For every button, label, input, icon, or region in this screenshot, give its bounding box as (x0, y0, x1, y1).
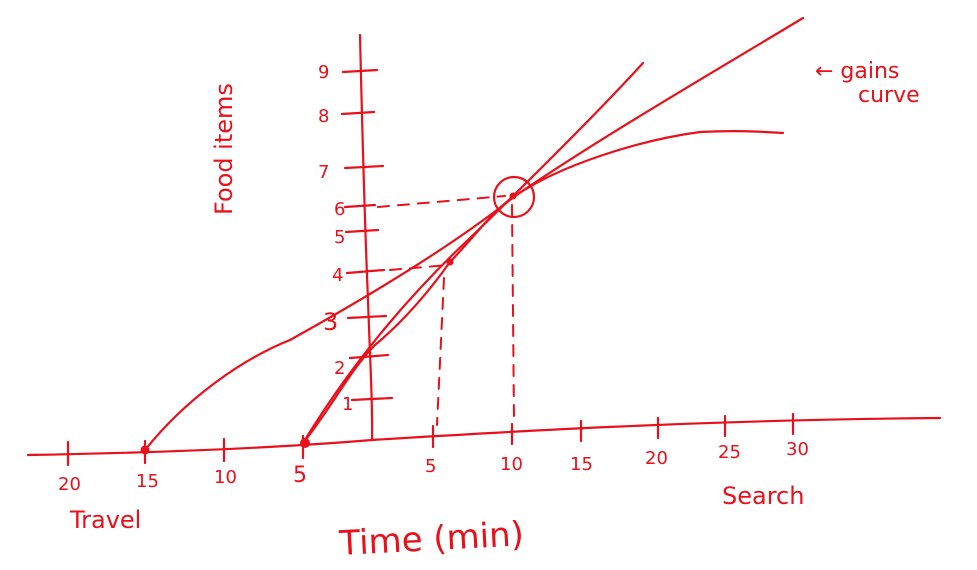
travel-tick-labels: 20 15 10 5 (58, 463, 307, 495)
y-tick-8 (340, 110, 376, 116)
y-tick-label-4: 4 (332, 265, 343, 286)
time-axis (26, 416, 942, 457)
y-tick-label-5: 5 (334, 227, 345, 248)
travel-label-5: 5 (293, 463, 307, 488)
travel-label-10: 10 (214, 467, 237, 488)
tangent-line-short-travel (301, 61, 645, 445)
y-tick-4 (345, 268, 386, 275)
y-tick-1 (350, 396, 394, 402)
y-tick-5 (344, 228, 380, 234)
y-tick-7 (343, 164, 385, 170)
travel-label: Travel (69, 506, 141, 534)
search-label-5: 5 (425, 456, 436, 477)
food-items-label: Food items (210, 83, 238, 215)
guide-lines (377, 195, 515, 426)
guide-horizontal-4 (389, 264, 449, 271)
y-tick-label-6: 6 (334, 199, 345, 220)
search-label-15: 15 (570, 454, 593, 475)
travel-point-15 (140, 445, 150, 455)
y-tick-label-8: 8 (318, 106, 329, 127)
search-label-10: 10 (500, 454, 523, 475)
y-tick-label-3: 3 (323, 308, 338, 336)
search-label: Search (722, 482, 804, 510)
search-label-25: 25 (718, 442, 741, 463)
y-tick-2 (348, 353, 390, 360)
y-tick-label-9: 9 (318, 62, 329, 83)
search-label-20: 20 (645, 448, 668, 469)
y-tick-label-2: 2 (334, 358, 345, 379)
food-axis (358, 33, 374, 442)
travel-point-5 (300, 438, 310, 448)
tangent-point-4 (446, 258, 454, 266)
search-label-30: 30 (786, 439, 809, 460)
tangent-point-6 (509, 192, 517, 200)
optimal-point-circle (492, 175, 536, 219)
search-ticks (431, 412, 795, 449)
y-tick-label-7: 7 (318, 162, 329, 183)
travel-label-20: 20 (58, 474, 81, 495)
time-axis-title: Time (min) (337, 514, 525, 564)
guide-horizontal-6 (377, 195, 506, 208)
y-axis-tick-labels: 1 2 3 4 5 6 7 8 9 (318, 62, 353, 415)
travel-label-15: 15 (136, 471, 159, 492)
guide-vertical-5 (436, 277, 445, 426)
y-tick-9 (341, 68, 379, 74)
y-tick-3 (346, 314, 388, 320)
gains-annotation-line2: curve (858, 83, 920, 108)
y-axis-ticks (340, 68, 394, 402)
y-tick-label-1: 1 (342, 394, 353, 415)
gains-annotation-line1: ← gains (815, 59, 899, 84)
guide-vertical-10 (511, 204, 515, 421)
tangent-line-long-travel (143, 16, 805, 452)
search-tick-labels: 5 10 15 20 25 30 (425, 439, 809, 477)
y-tick-6 (343, 203, 377, 209)
